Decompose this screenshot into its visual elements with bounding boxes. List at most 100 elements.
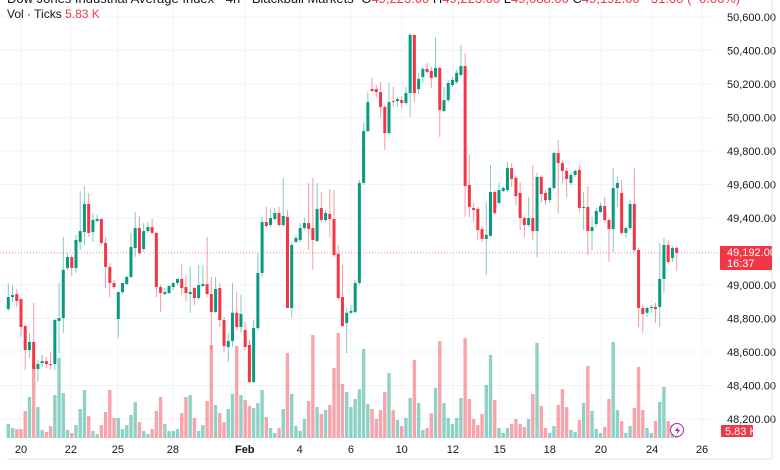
volume-bar (416, 402, 421, 438)
candle (560, 160, 564, 183)
volume-bar (573, 432, 577, 438)
volume-bar (336, 333, 340, 438)
volume-bar (298, 431, 302, 438)
candle (493, 190, 497, 215)
candle (332, 190, 336, 258)
candle (142, 223, 146, 253)
candle (535, 172, 539, 258)
candle (150, 219, 154, 235)
volume-bar (454, 417, 459, 438)
volume-bar (112, 417, 116, 438)
volume-bar (19, 429, 23, 438)
symbol-name[interactable]: Dow Jones Industrial Average Index (7, 0, 214, 6)
candle (518, 181, 522, 231)
candle (425, 63, 429, 73)
ohlc-high: H49,223.00 (433, 0, 500, 6)
volume-bar (36, 407, 40, 438)
candle (412, 34, 416, 103)
candle (192, 287, 196, 305)
volume-bar (239, 395, 243, 438)
volume-bar (260, 390, 264, 438)
candle (489, 164, 493, 237)
candle (675, 247, 679, 271)
volume-bar (395, 420, 400, 438)
candle (353, 279, 357, 314)
volume-bar (480, 414, 484, 438)
volume-bar (281, 408, 285, 438)
volume-bar (387, 372, 391, 438)
volume-bar (103, 411, 108, 438)
ohlc-close: C49,192.00 (572, 0, 639, 6)
candle (387, 82, 391, 135)
volume-bar (509, 423, 514, 438)
legend-separator: · (27, 7, 32, 21)
candle (510, 163, 514, 188)
candle (370, 77, 374, 93)
volume-bar (391, 410, 395, 438)
lightning-icon[interactable] (670, 423, 684, 437)
volume-bar (429, 413, 433, 438)
candle (531, 164, 535, 240)
volume-bar (99, 425, 104, 438)
volume-bar (311, 335, 315, 438)
interval-label[interactable]: 4h (226, 0, 240, 6)
volume-label[interactable]: Vol (7, 7, 24, 21)
volume-bar (235, 345, 239, 438)
volume-bar (268, 428, 273, 438)
volume-bar (349, 407, 353, 438)
candle (294, 234, 298, 243)
volume-bar (628, 426, 632, 438)
volume-bar (653, 420, 658, 438)
price-axis-label: 49,000.00 (727, 280, 776, 292)
volume-bar (323, 410, 328, 438)
volume-bar (205, 401, 209, 438)
candle (311, 177, 315, 270)
candle (315, 182, 319, 242)
time-axis-label: 28 (167, 444, 179, 456)
volume-bar (91, 431, 95, 438)
time-axis[interactable]: 20 22 25 28 Feb 4 6 10 12 15 18 20 24 26 (15, 444, 708, 456)
candle (552, 152, 556, 191)
volume-bar (518, 423, 522, 438)
candle (590, 216, 594, 250)
volume-bar (560, 389, 565, 438)
price-axis[interactable]: 50,600.00 50,400.00 50,200.00 50,000.00 49,8… (727, 12, 776, 426)
candle (269, 208, 273, 228)
volume-bar (247, 405, 252, 438)
volume-bar (15, 429, 19, 438)
volume-bar (543, 428, 548, 438)
candle (129, 232, 133, 278)
volume-bar (243, 399, 247, 438)
candle (146, 222, 150, 233)
volume-bar (218, 413, 222, 438)
volume-bar (615, 410, 620, 438)
symbol-legend[interactable]: Dow Jones Industrial Average Index · 4h … (7, 0, 740, 6)
candle (336, 244, 340, 301)
volume-bar (645, 428, 649, 438)
volume-bar (74, 425, 78, 438)
volume-bar (251, 408, 256, 438)
volume-legend[interactable]: Vol · Ticks 5.83 K (7, 7, 100, 21)
candle (11, 285, 15, 302)
candle (218, 282, 222, 328)
time-axis-label: 18 (544, 444, 556, 456)
candle (197, 264, 201, 301)
candle (649, 304, 653, 313)
volume-bar (150, 429, 154, 438)
volume-bar (662, 387, 666, 438)
volume-bar (163, 423, 167, 438)
volume-bar (328, 405, 332, 438)
ohlc-open: O49,223.00 (361, 0, 429, 6)
candle (400, 96, 404, 108)
volume-bar (619, 420, 624, 438)
price-axis-label: 50,600.00 (727, 12, 776, 24)
volume-bar (129, 414, 133, 438)
volume-bar (95, 434, 99, 438)
volume-bar (624, 432, 628, 438)
volume-bar (65, 429, 70, 438)
volume-bar (467, 399, 472, 438)
volume-bar (294, 426, 298, 438)
volume-bar (180, 413, 184, 438)
candle (366, 92, 370, 133)
